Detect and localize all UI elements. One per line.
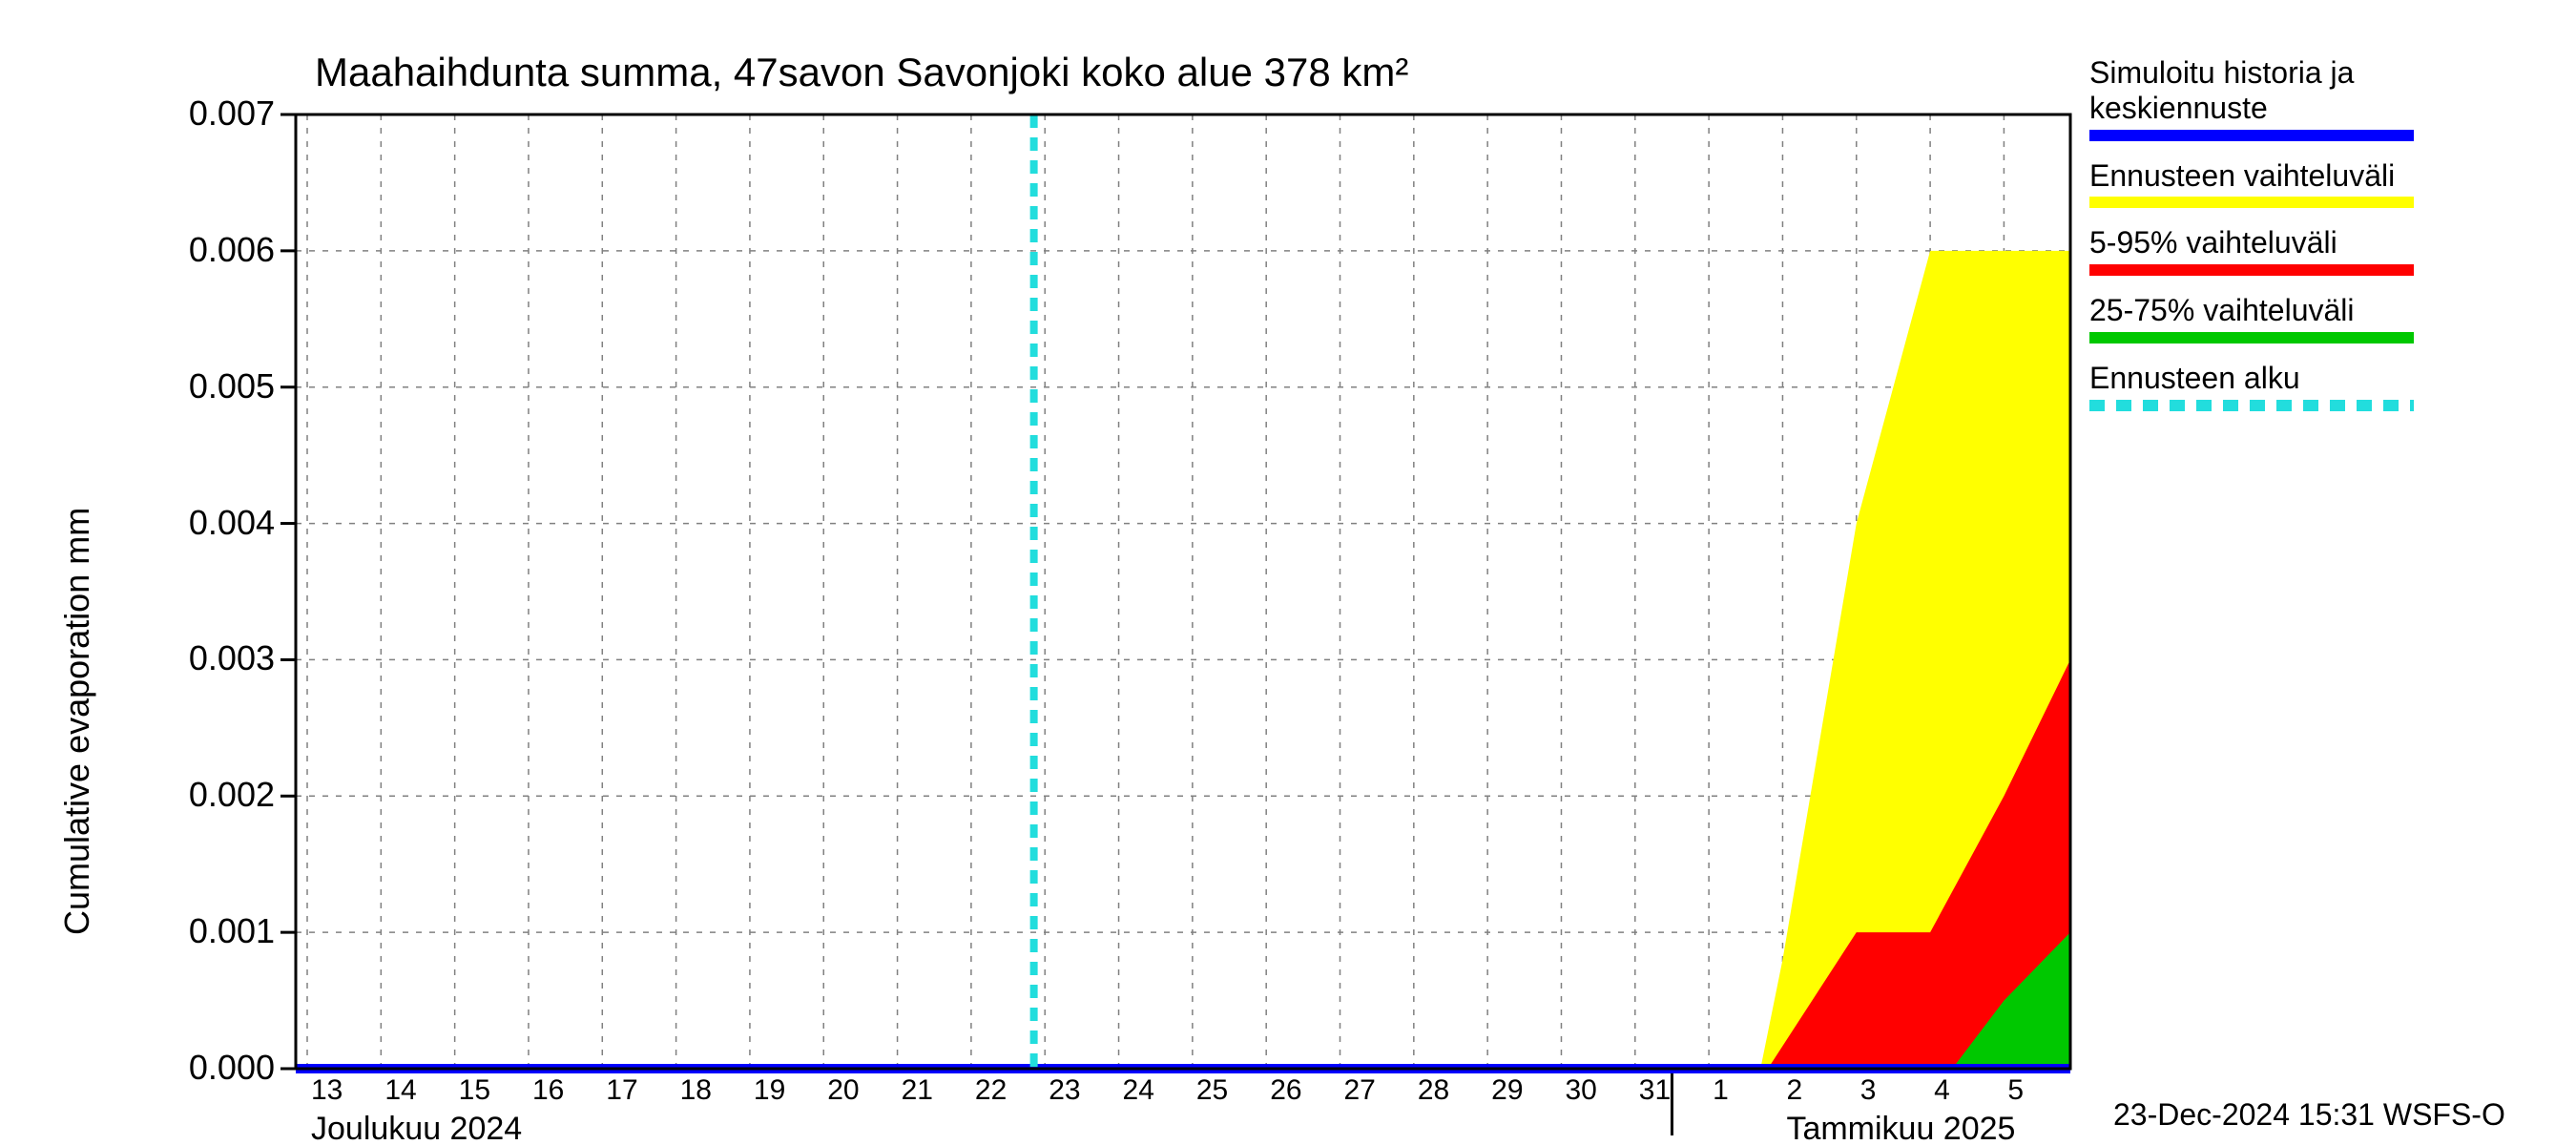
x-tick-label: 28: [1418, 1074, 1449, 1107]
month-label: Tammikuu 2025: [1786, 1111, 2015, 1145]
x-tick-label: 2: [1786, 1074, 1802, 1107]
x-tick-label: 15: [459, 1074, 490, 1107]
legend-item: Ennusteen alku: [2089, 361, 2414, 411]
x-tick-label: 24: [1123, 1074, 1154, 1107]
legend-swatch: [2089, 130, 2414, 141]
x-tick-label: 1: [1713, 1074, 1729, 1107]
x-tick-label: 25: [1196, 1074, 1228, 1107]
x-tick-label: 19: [754, 1074, 785, 1107]
y-tick-label: 0.000: [189, 1048, 275, 1088]
y-tick-label: 0.003: [189, 638, 275, 678]
legend-item: Ennusteen vaihteluväli: [2089, 158, 2414, 209]
y-tick-label: 0.007: [189, 94, 275, 134]
x-tick-label: 20: [827, 1074, 859, 1107]
legend-item: Simuloitu historia jakeskiennuste: [2089, 55, 2414, 141]
x-tick-label: 3: [1860, 1074, 1877, 1107]
chart-container: Maahaihdunta summa, 47savon Savonjoki ko…: [0, 0, 2576, 1145]
legend-label: Simuloitu historia ja: [2089, 55, 2414, 91]
legend-swatch: [2089, 400, 2414, 411]
x-tick-label: 14: [384, 1074, 416, 1107]
legend-label: Ennusteen alku: [2089, 361, 2414, 396]
x-tick-label: 16: [532, 1074, 564, 1107]
footer-text: 23-Dec-2024 15:31 WSFS-O: [2113, 1097, 2505, 1133]
x-tick-label: 26: [1270, 1074, 1301, 1107]
y-tick-label: 0.002: [189, 775, 275, 815]
y-tick-label: 0.001: [189, 911, 275, 951]
legend-label: 5-95% vaihteluväli: [2089, 225, 2414, 260]
legend-label: Ennusteen vaihteluväli: [2089, 158, 2414, 194]
legend-swatch: [2089, 332, 2414, 344]
x-tick-label: 13: [311, 1074, 343, 1107]
x-tick-label: 4: [1934, 1074, 1950, 1107]
legend-item: 5-95% vaihteluväli: [2089, 225, 2414, 276]
x-tick-label: 22: [975, 1074, 1007, 1107]
y-tick-label: 0.004: [189, 503, 275, 543]
legend-swatch: [2089, 264, 2414, 276]
legend-label: 25-75% vaihteluväli: [2089, 293, 2414, 328]
x-tick-label: 31: [1639, 1074, 1671, 1107]
y-tick-label: 0.006: [189, 230, 275, 270]
legend-label: keskiennuste: [2089, 91, 2414, 126]
legend: Simuloitu historia jakeskiennuste Ennuste…: [2089, 55, 2414, 428]
y-tick-label: 0.005: [189, 366, 275, 406]
x-tick-label: 21: [902, 1074, 933, 1107]
x-tick-label: 17: [606, 1074, 637, 1107]
x-tick-label: 27: [1344, 1074, 1376, 1107]
x-tick-label: 23: [1049, 1074, 1080, 1107]
x-tick-label: 29: [1491, 1074, 1523, 1107]
x-tick-label: 5: [2007, 1074, 2024, 1107]
x-tick-label: 18: [680, 1074, 712, 1107]
legend-swatch: [2089, 197, 2414, 208]
month-label: Joulukuu 2024: [311, 1111, 522, 1145]
x-tick-label: 30: [1565, 1074, 1596, 1107]
legend-item: 25-75% vaihteluväli: [2089, 293, 2414, 344]
